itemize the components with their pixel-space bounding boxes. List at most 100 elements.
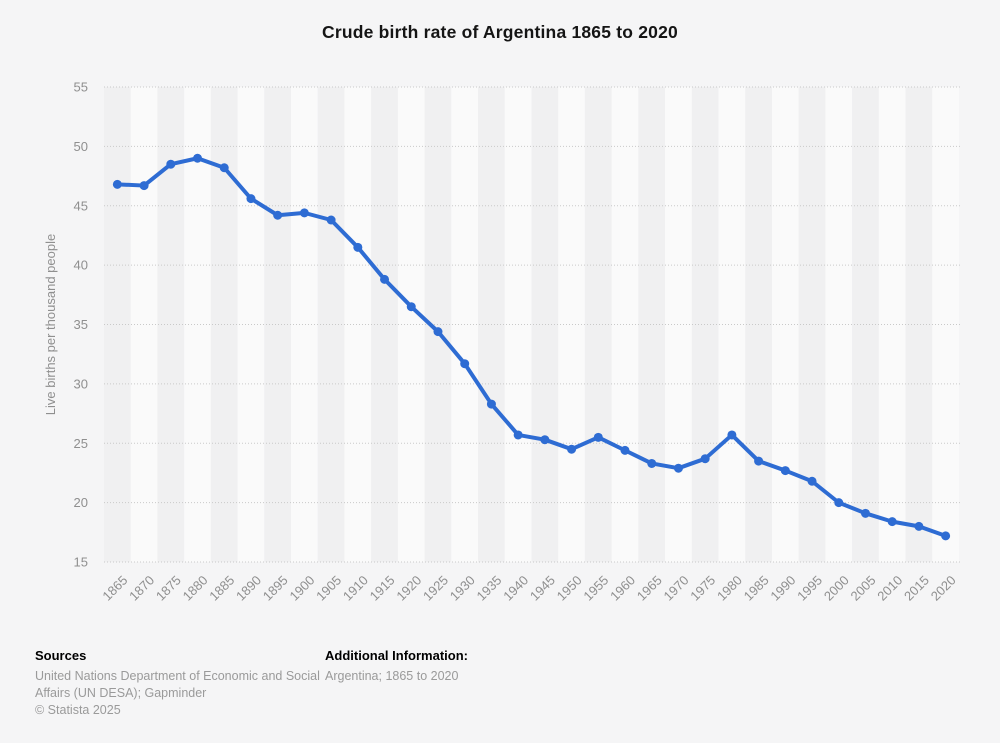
data-point[interactable] xyxy=(700,454,710,464)
x-axis-tick-label: 1900 xyxy=(286,573,317,604)
plot-band xyxy=(558,87,585,562)
x-axis-tick-label: 1915 xyxy=(367,573,398,604)
plot-band xyxy=(104,87,131,562)
data-point[interactable] xyxy=(647,458,657,468)
line-chart: 15 20 25 30 35 40 45 50 55 Live births per thousa… xyxy=(43,80,960,604)
data-point[interactable] xyxy=(620,445,630,455)
plot-band xyxy=(317,87,345,562)
data-point[interactable] xyxy=(780,466,790,476)
plot-band xyxy=(691,87,719,562)
y-axis-tick-label: 35 xyxy=(74,317,88,332)
y-axis-tick-label: 55 xyxy=(74,80,88,95)
data-point[interactable] xyxy=(193,153,203,163)
additional-information-text: Argentina; 1865 to 2020 xyxy=(325,669,459,683)
data-point[interactable] xyxy=(887,517,897,527)
sources-heading: Sources xyxy=(35,648,87,663)
plot-band xyxy=(397,87,425,562)
data-point[interactable] xyxy=(406,302,416,312)
x-axis-tick-label: 1940 xyxy=(500,573,531,604)
data-point[interactable] xyxy=(353,242,363,252)
data-point[interactable] xyxy=(486,399,496,409)
plot-band xyxy=(665,87,692,562)
y-axis-tick-label: 25 xyxy=(74,436,88,451)
data-point[interactable] xyxy=(941,531,951,541)
x-axis-tick-label: 1960 xyxy=(607,573,638,604)
data-point[interactable] xyxy=(380,274,390,284)
chart-title: Crude birth rate of Argentina 1865 to 20… xyxy=(322,22,678,42)
x-axis-tick-label: 1905 xyxy=(313,573,344,604)
x-axis-tick-label: 1890 xyxy=(233,573,264,604)
data-point[interactable] xyxy=(567,444,577,454)
x-axis-tick-label: 1920 xyxy=(393,573,424,604)
x-axis-tick-label: 1975 xyxy=(687,573,718,604)
x-axis-tick-label: 1910 xyxy=(340,573,371,604)
x-axis-tick-label: 1955 xyxy=(580,573,611,604)
additional-information-block: Additional Information: Argentina; 1865 … xyxy=(325,648,655,685)
x-axis-tick-label: 1875 xyxy=(153,573,184,604)
x-axis-tick-label: 1870 xyxy=(126,573,157,604)
data-point[interactable] xyxy=(593,432,603,442)
y-axis-title: Live births per thousand people xyxy=(43,234,58,415)
x-axis-tick-label: 1865 xyxy=(99,573,130,604)
data-point[interactable] xyxy=(299,208,309,218)
plot-band xyxy=(638,87,666,562)
x-axis-tick-label: 1885 xyxy=(206,573,237,604)
y-axis-tick-label: 40 xyxy=(74,258,88,273)
plot-band xyxy=(932,87,959,562)
data-point[interactable] xyxy=(460,359,470,369)
plot-band xyxy=(371,87,398,562)
x-axis-tick-label: 1880 xyxy=(180,573,211,604)
y-axis-tick-label: 45 xyxy=(74,198,88,213)
x-axis-tick-label: 2005 xyxy=(848,573,879,604)
x-axis-tick-label: 1945 xyxy=(527,573,558,604)
data-point[interactable] xyxy=(673,463,683,473)
additional-information-heading: Additional Information: xyxy=(325,648,468,663)
data-point[interactable] xyxy=(246,194,256,204)
sources-text: United Nations Department of Economic an… xyxy=(35,669,320,700)
data-point[interactable] xyxy=(166,159,176,169)
data-point[interactable] xyxy=(433,327,443,337)
y-axis-tick-label: 50 xyxy=(74,139,88,154)
x-axis-tick-label: 2020 xyxy=(928,573,959,604)
data-point[interactable] xyxy=(834,498,844,508)
y-axis-tick-label: 20 xyxy=(74,495,88,510)
plot-band xyxy=(905,87,933,562)
x-axis-tick-label: 1895 xyxy=(260,573,291,604)
plot-band xyxy=(878,87,906,562)
x-axis-tick-label: 1935 xyxy=(473,573,504,604)
x-axis-tick-label: 2015 xyxy=(901,573,932,604)
data-point[interactable] xyxy=(326,215,336,225)
x-axis-tick-label: 1970 xyxy=(661,573,692,604)
x-axis-tick-label: 1930 xyxy=(447,573,478,604)
data-point[interactable] xyxy=(219,163,229,173)
plot-band xyxy=(291,87,318,562)
sources-block: Sources United Nations Department of Eco… xyxy=(35,648,335,719)
copyright-notice: © Statista 2025 xyxy=(35,703,121,717)
plot-band xyxy=(852,87,879,562)
data-point[interactable] xyxy=(860,508,870,518)
data-point[interactable] xyxy=(914,521,924,531)
y-axis-tick-label: 30 xyxy=(74,376,88,391)
data-line xyxy=(115,156,948,538)
data-point[interactable] xyxy=(727,430,737,440)
data-point[interactable] xyxy=(139,181,149,191)
data-point[interactable] xyxy=(807,476,817,486)
plot-band xyxy=(264,87,292,562)
x-axis-tick-label: 1925 xyxy=(420,573,451,604)
x-axis-tick-label: 2000 xyxy=(821,573,852,604)
x-axis-tick-label: 1985 xyxy=(741,573,772,604)
data-point[interactable] xyxy=(112,179,122,189)
plot-band xyxy=(584,87,612,562)
data-point[interactable] xyxy=(273,210,283,220)
data-point[interactable] xyxy=(754,456,764,466)
data-point[interactable] xyxy=(513,430,523,440)
plot-band xyxy=(611,87,639,562)
data-point[interactable] xyxy=(540,435,550,445)
plot-band xyxy=(825,87,853,562)
x-axis-tick-label: 1980 xyxy=(714,573,745,604)
x-axis-tick-label: 2010 xyxy=(874,573,905,604)
x-axis-tick-label: 1965 xyxy=(634,573,665,604)
x-axis-tick-label: 1990 xyxy=(767,573,798,604)
x-axis-tick-label: 1950 xyxy=(554,573,585,604)
x-axis-tick-label: 1995 xyxy=(794,573,825,604)
